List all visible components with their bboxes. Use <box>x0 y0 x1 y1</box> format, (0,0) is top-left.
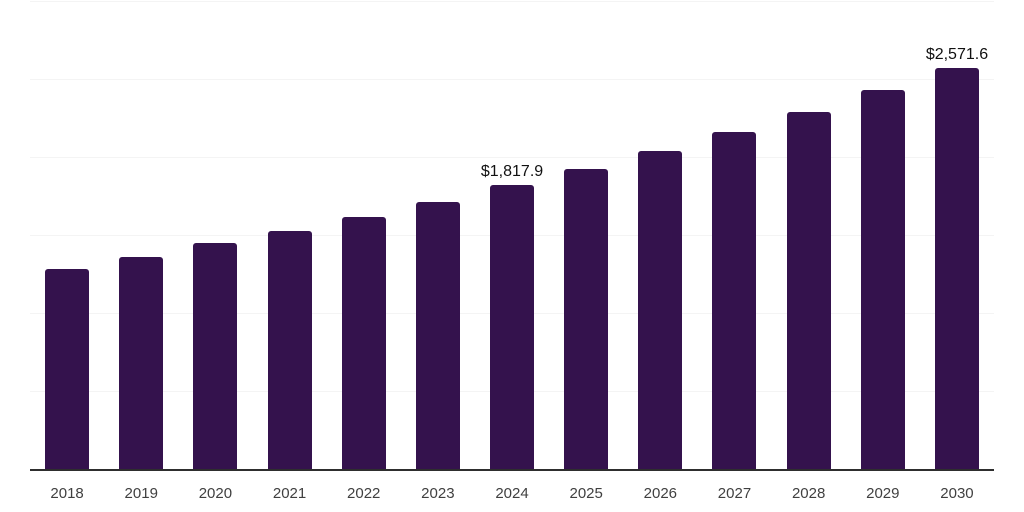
bar-2019[interactable] <box>119 257 164 469</box>
bar-2018[interactable] <box>45 269 90 469</box>
bar-band-2021 <box>252 1 326 469</box>
bar-2027[interactable] <box>712 131 757 469</box>
gridline <box>30 157 994 158</box>
gridline <box>30 79 994 80</box>
bar-2024[interactable]: $1,817.9 <box>481 164 543 469</box>
bar-band-2028 <box>772 1 846 469</box>
x-tick-2030: 2030 <box>940 485 974 502</box>
x-tick-2023: 2023 <box>421 485 455 502</box>
bar-2029[interactable] <box>860 90 905 469</box>
bar-band-2022 <box>327 1 401 469</box>
x-tick-2021: 2021 <box>272 485 307 502</box>
bars-container: $1,817.9 $2,571.6 <box>30 1 994 469</box>
bar-band-2018 <box>30 1 104 469</box>
bar-band-2029 <box>846 1 920 469</box>
data-label-2024: $1,817.9 <box>480 163 544 181</box>
bar-chart: $1,817.9 $2,571.6 2018 2019 2020 2021 2022 202… <box>30 1 994 501</box>
bar-band-2030: $2,571.6 <box>920 1 994 469</box>
bar-2025[interactable] <box>564 168 609 469</box>
bar-2030[interactable]: $2,571.6 <box>926 46 988 469</box>
x-axis: 2018 2019 2020 2021 2022 2023 2024 2025 2026 2027… <box>30 486 994 501</box>
bar-2022[interactable] <box>341 216 386 469</box>
plot-area: $1,817.9 $2,571.6 <box>30 1 994 471</box>
x-tick-2026: 2026 <box>643 485 678 502</box>
bar-2026[interactable] <box>638 150 683 469</box>
x-tick-2025: 2025 <box>569 485 603 502</box>
bar-2023[interactable] <box>415 202 460 469</box>
x-tick-2027: 2027 <box>717 485 752 502</box>
x-tick-2022: 2022 <box>347 485 381 502</box>
x-tick-2019: 2019 <box>124 485 158 502</box>
x-tick-2020: 2020 <box>198 485 233 502</box>
bar-band-2024: $1,817.9 <box>475 1 549 469</box>
gridline <box>30 1 994 2</box>
bar-band-2019 <box>104 1 178 469</box>
x-tick-2029: 2029 <box>866 485 900 502</box>
bar-band-2020 <box>178 1 252 469</box>
bar-2028[interactable] <box>786 111 831 469</box>
bar-band-2026 <box>623 1 697 469</box>
bar-2020[interactable] <box>193 243 238 469</box>
bar-band-2027 <box>697 1 771 469</box>
data-label-2030: $2,571.6 <box>925 45 989 63</box>
x-tick-2028: 2028 <box>791 485 826 502</box>
x-tick-2024: 2024 <box>495 485 529 502</box>
bar-band-2025 <box>549 1 623 469</box>
bar-band-2023 <box>401 1 475 469</box>
bar-2021[interactable] <box>267 230 312 469</box>
x-tick-2018: 2018 <box>50 485 84 502</box>
